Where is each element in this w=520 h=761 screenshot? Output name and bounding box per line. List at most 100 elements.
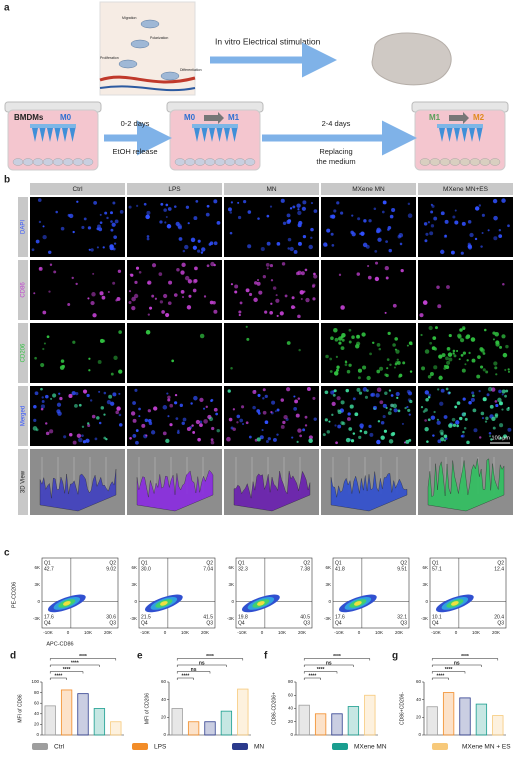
cell-signal <box>286 387 291 392</box>
step-days: 0-2 days <box>121 119 150 128</box>
cell-signal <box>390 432 395 437</box>
row-label: Merged <box>21 406 27 426</box>
cell-signal <box>269 263 274 268</box>
cell-signal <box>246 337 250 341</box>
cell-signal <box>287 237 292 242</box>
cell-signal <box>48 290 51 293</box>
cell-signal <box>351 232 356 237</box>
cell-signal <box>464 363 467 366</box>
cell-signal <box>76 200 79 203</box>
cell-signal <box>216 428 221 433</box>
cell-signal <box>391 207 396 213</box>
density <box>451 601 459 606</box>
cell-signal <box>300 298 303 301</box>
cell-signal <box>478 204 482 207</box>
cell-signal <box>395 349 400 354</box>
density <box>63 601 71 606</box>
cell-signal <box>507 224 510 228</box>
well-label: M2 <box>473 113 485 122</box>
cell-signal <box>311 284 315 288</box>
cell-signal <box>446 347 451 351</box>
significance-label: **** <box>317 667 325 673</box>
cell-signal <box>443 415 448 419</box>
cell-signal <box>94 437 98 441</box>
cell-signal <box>501 334 506 339</box>
cell-signal <box>461 412 467 417</box>
cell-signal <box>485 370 489 374</box>
cell-signal <box>282 420 286 425</box>
cell-signal <box>440 211 445 216</box>
cell-signal <box>376 439 381 445</box>
bar <box>77 693 89 736</box>
cell-signal <box>50 397 53 400</box>
bar <box>237 688 249 736</box>
cell-signal <box>293 306 296 309</box>
axis-title: CD86+CD206- <box>399 692 405 725</box>
cell-signal <box>287 219 292 223</box>
quadrant-name: Q2 <box>497 560 504 566</box>
significance-label: **** <box>63 667 71 673</box>
cell-signal <box>338 273 342 276</box>
cell-signal <box>450 250 455 255</box>
y-tick-label: 40 <box>416 697 422 702</box>
cell-signal <box>481 213 485 217</box>
cell-signal <box>337 410 342 415</box>
cell-signal <box>165 438 170 444</box>
cell-signal <box>208 416 214 422</box>
step-text: Replacing <box>319 147 352 156</box>
cell-signal <box>374 249 378 253</box>
bar <box>347 706 360 736</box>
cell-signal <box>256 437 261 442</box>
x-tick-label: 10K <box>472 630 480 635</box>
cell-signal <box>297 223 302 228</box>
x-tick-label: 20K <box>104 630 112 635</box>
cell-signal <box>349 404 354 409</box>
cell-signal <box>206 264 210 268</box>
panel-label: f <box>264 651 268 662</box>
cell-signal <box>280 398 285 402</box>
cell-signal <box>112 281 116 285</box>
cell-signal <box>286 213 291 218</box>
quadrant-name: Q1 <box>44 560 51 566</box>
cell-signal <box>427 393 432 397</box>
cell-signal <box>347 417 351 421</box>
cell-signal <box>489 404 494 409</box>
microneedle <box>469 128 475 142</box>
row-label-bg <box>18 449 28 515</box>
cell-signal <box>286 341 291 345</box>
cell-signal <box>181 421 185 426</box>
cell-signal <box>151 263 157 268</box>
cell-signal <box>381 210 385 214</box>
cell-signal <box>454 405 458 409</box>
cell-signal <box>456 349 459 353</box>
cell-signal <box>252 405 256 410</box>
cell-signal <box>345 437 351 443</box>
cell-signal <box>163 293 168 299</box>
cell-signal <box>229 231 233 235</box>
quadrant-name: Q3 <box>400 620 407 626</box>
y-tick-label: 20 <box>288 719 294 724</box>
cell-signal <box>276 433 279 436</box>
cell-signal <box>470 337 476 342</box>
cell-signal <box>87 226 92 230</box>
cell-signal <box>485 416 489 421</box>
cell-signal <box>456 401 461 405</box>
surface <box>39 469 117 512</box>
cell-signal <box>395 361 399 365</box>
cell-signal <box>210 398 214 402</box>
cell-signal <box>199 423 203 428</box>
cell <box>72 158 84 166</box>
cell-signal <box>310 227 314 232</box>
significance-bracket <box>431 664 482 667</box>
cell-signal <box>98 421 102 425</box>
cell-signal <box>128 290 132 293</box>
cell-signal <box>253 297 258 303</box>
cell-signal <box>423 222 428 226</box>
quadrant-name: Q2 <box>400 560 407 566</box>
legend-swatch <box>232 743 248 750</box>
cell-signal <box>136 204 139 207</box>
column-header-bg <box>127 183 222 195</box>
cell-signal <box>297 210 302 216</box>
cell-signal <box>226 436 231 442</box>
cell-signal <box>102 246 105 249</box>
